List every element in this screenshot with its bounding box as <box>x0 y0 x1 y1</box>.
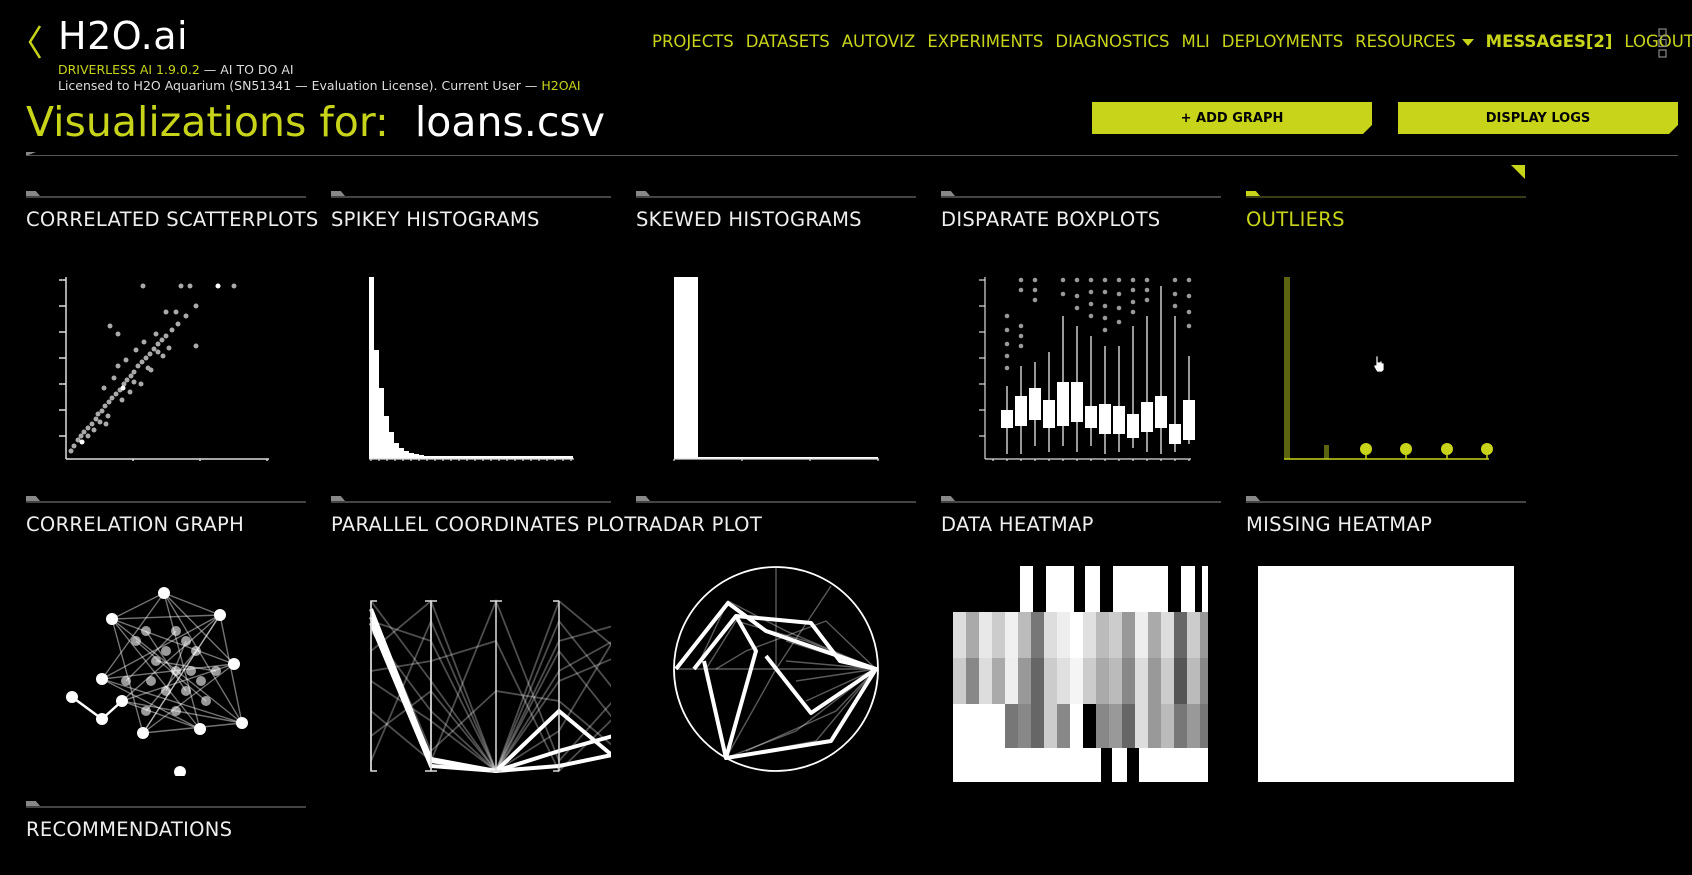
nav-projects[interactable]: PROJECTS <box>652 31 734 51</box>
nav-messages[interactable]: MESSAGES[2] <box>1485 31 1613 51</box>
h2o-logo: H2O.ai <box>58 14 189 58</box>
outliers-thumbnail <box>1284 277 1493 460</box>
tile-title: DISPARATE BOXPLOTS <box>941 208 1161 231</box>
tile-rule <box>1246 196 1526 198</box>
tile-rule <box>26 196 306 198</box>
product-version: DRIVERLESS AI 1.9.0.2 <box>58 62 200 77</box>
tile-rule <box>26 501 306 503</box>
tile-tab <box>636 496 650 501</box>
histogram-thumbnail <box>369 277 574 461</box>
tile-title: DATA HEATMAP <box>941 513 1094 536</box>
back-chevron-icon[interactable] <box>24 22 48 62</box>
tile-rule <box>636 501 916 503</box>
nav-diagnostics[interactable]: DIAGNOSTICS <box>1055 31 1170 51</box>
title-divider <box>26 155 1678 156</box>
license-text: Licensed to H2O Aquarium (SN51341 — Eval… <box>58 78 542 93</box>
radar-plot-thumbnail <box>673 566 879 772</box>
page-title: Visualizations for: loans.csv <box>26 98 605 146</box>
caret-down-icon <box>1461 38 1474 46</box>
license-line: Licensed to H2O Aquarium (SN51341 — Eval… <box>58 78 581 93</box>
tile-title: CORRELATION GRAPH <box>26 513 245 536</box>
corner-marker-icon <box>1511 165 1525 179</box>
tile-rule <box>1246 501 1526 503</box>
tile-title: SKEWED HISTOGRAMS <box>636 208 862 231</box>
version-line: DRIVERLESS AI 1.9.0.2 — AI TO DO AI <box>58 62 294 77</box>
tile-tab <box>26 801 40 806</box>
tile-title: OUTLIERS <box>1246 208 1345 231</box>
product-tagline: — AI TO DO AI <box>199 62 294 77</box>
data-heatmap-thumbnail <box>953 566 1208 782</box>
boxplot-thumbnail <box>979 277 1195 461</box>
tile-tab <box>1246 496 1260 501</box>
nav-experiments[interactable]: EXPERIMENTS <box>927 31 1044 51</box>
menu-grid-icon[interactable] <box>1658 28 1668 58</box>
tile-tab <box>331 191 345 196</box>
page-title-label: Visualizations for: <box>26 98 389 146</box>
tile-title: CORRELATED SCATTERPLOTS <box>26 208 319 231</box>
nav-resources[interactable]: RESOURCES <box>1355 32 1474 51</box>
title-rule-tab <box>26 152 36 156</box>
tile-tab <box>26 496 40 501</box>
tile-rule <box>26 806 306 808</box>
tile-title: RADAR PLOT <box>636 513 763 536</box>
tile-title: MISSING HEATMAP <box>1246 513 1433 536</box>
nav-resources-label: RESOURCES <box>1355 31 1456 51</box>
parallel-coordinates-thumbnail <box>369 598 611 774</box>
hand-pointer-cursor-icon <box>1373 355 1385 373</box>
tile-rule <box>941 196 1221 198</box>
nav-datasets[interactable]: DATASETS <box>745 31 830 51</box>
nav-autoviz[interactable]: AUTOVIZ <box>841 31 916 51</box>
tile-rule <box>941 501 1221 503</box>
tile-tab <box>941 496 955 501</box>
tile-rule <box>331 501 611 503</box>
tile-tab <box>26 191 40 196</box>
nav-logout[interactable]: LOGOUT <box>1624 31 1692 51</box>
display-logs-button[interactable]: DISPLAY LOGS <box>1398 102 1678 134</box>
top-nav: PROJECTS DATASETS AUTOVIZ EXPERIMENTS DI… <box>652 29 1692 53</box>
correlation-graph-thumbnail <box>66 587 248 776</box>
nav-mli[interactable]: MLI <box>1181 31 1210 51</box>
tile-rule <box>636 196 916 198</box>
current-user: H2OAI <box>541 78 581 93</box>
tile-tab <box>941 191 955 196</box>
tile-title: SPIKEY HISTOGRAMS <box>331 208 540 231</box>
skewed-histogram-thumbnail <box>673 277 879 461</box>
nav-deployments[interactable]: DEPLOYMENTS <box>1221 31 1344 51</box>
add-graph-button[interactable]: + ADD GRAPH <box>1092 102 1372 134</box>
tile-rule <box>331 196 611 198</box>
missing-heatmap-thumbnail <box>1258 566 1514 782</box>
tile-tab <box>636 191 650 196</box>
tile-tab <box>1246 191 1260 196</box>
tile-title: RECOMMENDATIONS <box>26 818 233 841</box>
dataset-name: loans.csv <box>414 98 605 146</box>
tile-tab <box>331 496 345 501</box>
scatterplot-thumbnail <box>59 277 269 461</box>
tile-title: PARALLEL COORDINATES PLOT <box>331 513 637 536</box>
